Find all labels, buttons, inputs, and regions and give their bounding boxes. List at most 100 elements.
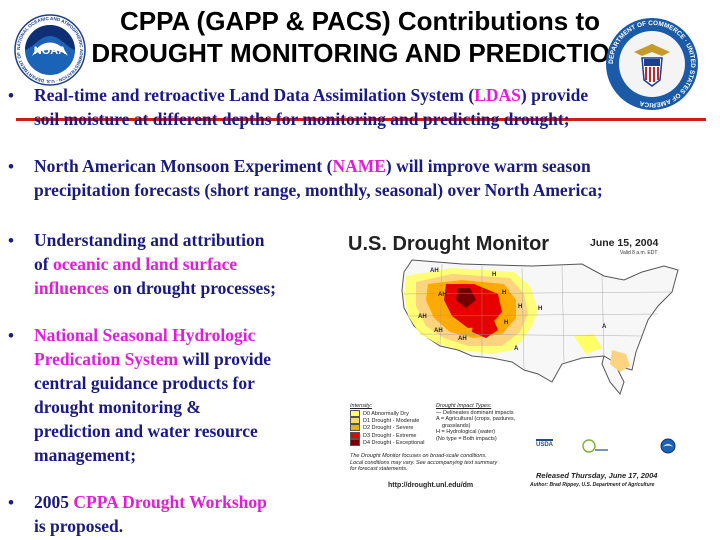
map-impact-label: H (538, 306, 542, 312)
bullet-2-line: North American Monsoon Experiment (NAME)… (34, 155, 591, 178)
legend-swatch (350, 416, 360, 424)
noaa-logo: NOAA NATIONAL OCEANIC AND ATMOSPHERIC AD… (14, 14, 86, 86)
map-impact-label: H (518, 304, 522, 310)
us-map: AH AH H H H H H AH AH AH A A (401, 259, 679, 396)
noaa-logo-text: NOAA (34, 45, 66, 57)
bullet-text: on drought processes; (108, 278, 276, 298)
map-title: U.S. Drought Monitor (348, 233, 550, 255)
slide-title-line-2: DROUGHT MONITORING AND PREDICTION (91, 38, 629, 68)
map-note: The Drought Monitor focuses on broad-sca… (350, 453, 497, 473)
bullet-highlight: LDAS (474, 85, 521, 105)
bullet-marker: • (8, 493, 14, 512)
bullet-1-line: Real-time and retroactive Land Data Assi… (34, 84, 588, 107)
drought-d0-east (574, 334, 602, 354)
bullet-3-line: of oceanic and land surface (34, 253, 237, 276)
drought-d3-b (472, 314, 498, 338)
bullet-text: North American Monsoon Experiment ( (34, 156, 333, 176)
bullet-text: will provide (178, 349, 272, 369)
legend-label: D4 Drought - Exceptional (363, 440, 425, 447)
map-note-line: Local conditions may vary. See accompany… (350, 459, 498, 466)
bullet-5-line: 2005 CPPA Drought Workshop (34, 491, 267, 514)
bullet-marker: • (8, 157, 14, 176)
bullet-4-line: central guidance products for (34, 372, 255, 395)
impact-legend-item: ⁓ Delineates dominant impacts (436, 409, 514, 416)
bullet-highlight: oceanic and land surface (52, 254, 238, 274)
bullet-text: ) provide (520, 85, 589, 105)
intensity-legend: Intensity: D0 Abnormally Dry D1 Drought -… (350, 403, 424, 447)
impact-legend-item: (No type = Both impacts) (436, 435, 497, 442)
intensity-legend-title: Intensity: (350, 403, 373, 409)
bullet-4-line: drought monitoring & (34, 396, 201, 419)
map-valid-time: Valid 8 a.m. EDT (620, 250, 658, 256)
slide-title-line-1: CPPA (GAPP & PACS) Contributions to (119, 6, 601, 36)
map-impact-label: AH (438, 292, 447, 298)
map-note-line: The Drought Monitor focuses on broad-sca… (350, 453, 487, 459)
impact-legend-item: H = Hydrological (water) (436, 429, 496, 435)
drought-se (610, 350, 630, 372)
bullet-1-line: soil moisture at different depths for mo… (34, 108, 570, 131)
bullet-text: precipitation forecasts (short range, mo… (34, 180, 603, 200)
map-url: http://drought.unl.edu/dm (388, 482, 474, 489)
legend-swatch (350, 439, 360, 447)
bullet-2-line: precipitation forecasts (short range, mo… (34, 179, 603, 202)
bullet-highlight: CPPA Drought Workshop (73, 492, 267, 512)
bullet-highlight: Predication System (34, 349, 179, 369)
bullet-text: ) will improve warm season (385, 156, 591, 176)
intensity-legend-item: D0 Abnormally Dry (350, 409, 424, 417)
map-date: June 15, 2004 (590, 237, 659, 249)
title-rule (16, 118, 706, 121)
legend-label: D2 Drought - Severe (363, 425, 414, 432)
bullet-4-line: prediction and water resource (34, 420, 258, 443)
bullet-marker: • (8, 231, 14, 250)
map-note-line: for forecast statements. (350, 466, 408, 472)
state-lines (403, 263, 673, 371)
bullet-text: of (34, 254, 53, 274)
bullet-text: is proposed. (34, 516, 124, 536)
bullet-3-line: Understanding and attribution (34, 229, 264, 252)
impact-legend-item: grasslands) (442, 422, 471, 429)
map-impact-label: A (514, 346, 519, 352)
bullet-marker: • (8, 326, 14, 345)
legend-label: D1 Drought - Moderate (363, 417, 420, 424)
ndmc-logo (582, 439, 608, 453)
legend-label: D3 Drought - Extreme (363, 432, 417, 439)
intensity-legend-item: D3 Drought - Extreme (350, 431, 424, 439)
usda-logo: USDA (536, 439, 554, 448)
intensity-legend-item: D4 Drought - Exceptional (350, 439, 425, 447)
intensity-legend-item: D2 Drought - Severe (350, 424, 424, 432)
map-impact-label: AH (430, 268, 439, 274)
bullet-text: soil moisture at different depths for mo… (34, 109, 570, 129)
legend-swatch (350, 431, 360, 439)
drought-d4 (456, 288, 476, 308)
drought-monitor-map: U.S. Drought Monitor June 15, 2004 Valid… (342, 228, 696, 494)
legend-label: D0 Abnormally Dry (363, 410, 409, 417)
legend-swatch (350, 409, 360, 417)
bullet-text: 2005 (34, 492, 74, 512)
bullet-3-line: influences on drought processes; (34, 277, 276, 300)
bullet-text: Understanding and attribution (34, 230, 265, 250)
noaa-small-logo (660, 438, 676, 454)
bullet-text: central guidance products for (34, 373, 255, 393)
impact-legend-item: A = Agricultural (crops, pastures, (436, 416, 516, 422)
bullet-text: management; (34, 445, 137, 465)
map-impact-label: AH (418, 314, 427, 320)
map-impact-label: AH (458, 336, 467, 342)
legend-swatch (350, 424, 360, 432)
map-impact-label: A (602, 324, 607, 330)
map-impact-label: H (492, 272, 496, 278)
bullet-text: Real-time and retroactive Land Data Assi… (34, 85, 475, 105)
impact-legend-title: Drought Impact Types: (436, 403, 492, 409)
bullet-4-line: National Seasonal Hydrologic (34, 324, 255, 347)
map-impact-label: AH (434, 328, 443, 334)
bullet-highlight: influences (34, 278, 109, 298)
bullet-highlight: NAME (332, 156, 386, 176)
bullet-text: prediction and water resource (34, 421, 258, 441)
map-author: Author: Brad Rippey, U.S. Department of … (530, 482, 655, 488)
commerce-seal-logo: DEPARTMENT OF COMMERCE · UNITED STATES O… (606, 18, 698, 110)
bullet-4-line: Predication System will provide (34, 348, 271, 371)
bullet-4-line: management; (34, 444, 136, 467)
bullet-marker: • (8, 86, 14, 105)
intensity-legend-item: D1 Drought - Moderate (350, 416, 424, 424)
map-released: Released Thursday, June 17, 2004 (536, 471, 658, 480)
map-impact-label: H (504, 320, 508, 326)
